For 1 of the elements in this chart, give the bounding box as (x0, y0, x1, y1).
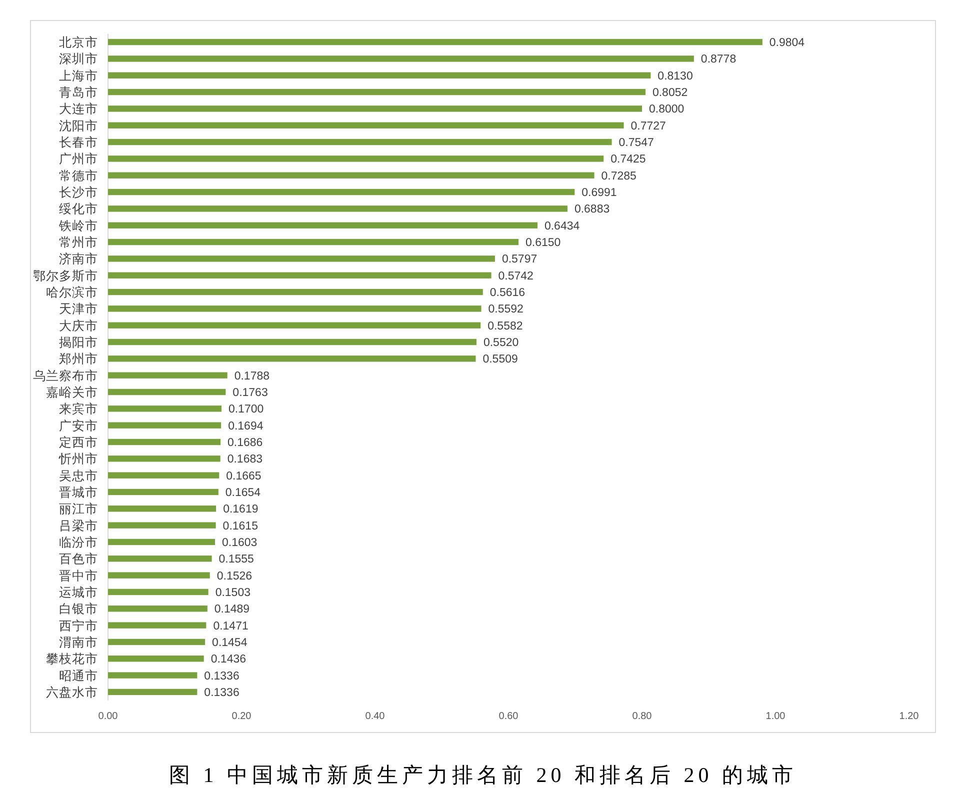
caption: 图 1 中国城市新质生产力排名前 20 和排名后 20 的城市 (169, 763, 797, 787)
